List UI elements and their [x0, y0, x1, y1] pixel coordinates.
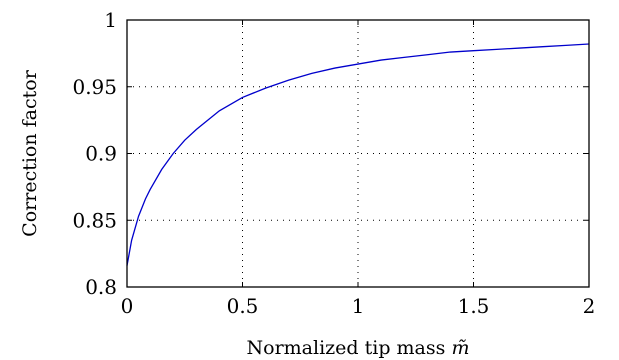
y-tick-label: 0.85	[72, 208, 117, 232]
plot-frame	[126, 19, 590, 288]
x-tick-label: 0	[121, 294, 134, 318]
y-axis-label: Correction factor	[19, 69, 41, 237]
x-tick-labels: 0 0.5 1 1.5 2	[121, 294, 596, 318]
y-tick-label: 1	[104, 8, 117, 32]
y-tick-labels: 0.8 0.85 0.9 0.95 1	[72, 8, 117, 299]
y-tick-label: 0.9	[85, 142, 117, 166]
x-axis-label-text: Normalized tip mass	[247, 337, 446, 359]
tick-marks	[126, 19, 590, 288]
y-tick-label: 0.95	[72, 75, 117, 99]
grid	[127, 20, 589, 287]
x-tick-label: 2	[583, 294, 596, 318]
series-line	[126, 43, 590, 266]
y-tick-label: 0.8	[85, 275, 117, 299]
x-tick-label: 1	[352, 294, 365, 318]
x-tick-label: 0.5	[227, 294, 259, 318]
x-axis-label: Normalized tip mass m̃	[247, 337, 470, 359]
x-axis-label-symbol: m̃	[451, 337, 469, 359]
x-tick-label: 1.5	[458, 294, 490, 318]
